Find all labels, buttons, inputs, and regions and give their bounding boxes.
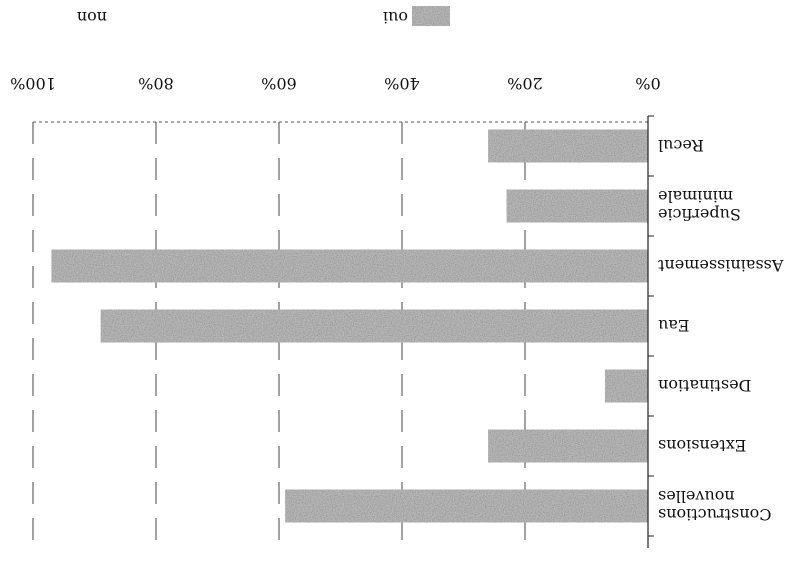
tick-label: 0% — [635, 74, 660, 93]
axis — [647, 115, 654, 548]
bars — [51, 129, 648, 523]
tick-label: 100% — [10, 74, 56, 93]
category-label: Assainissement — [657, 256, 784, 275]
tick-label: 80% — [138, 74, 174, 93]
category-label: Eau — [658, 316, 690, 335]
category-label: Superficieminimale — [658, 187, 741, 224]
category-label: Destination — [658, 376, 751, 395]
legend-label-oui: oui — [383, 8, 408, 27]
bar — [51, 249, 648, 283]
bar — [488, 429, 648, 463]
bar — [604, 369, 648, 403]
tick-labels: 0% 20% 40% 60% 80% 100% — [10, 74, 661, 93]
tick-label: 60% — [261, 74, 297, 93]
legend: oui non — [77, 6, 450, 27]
legend-swatch-oui — [412, 6, 450, 26]
bar — [285, 489, 648, 523]
bar — [100, 309, 648, 343]
category-label: Constructionsnouvelles — [658, 487, 771, 524]
bar — [488, 129, 648, 163]
tick-label: 20% — [507, 74, 543, 93]
tick-label: 40% — [384, 74, 420, 93]
gridlines — [32, 121, 648, 540]
category-labels: Constructionsnouvelles Extensions Destinat… — [657, 136, 784, 524]
bar — [506, 189, 648, 223]
category-label: Recul — [658, 136, 704, 155]
legend-label-non: non — [77, 8, 107, 27]
category-label: Extensions — [658, 436, 746, 455]
